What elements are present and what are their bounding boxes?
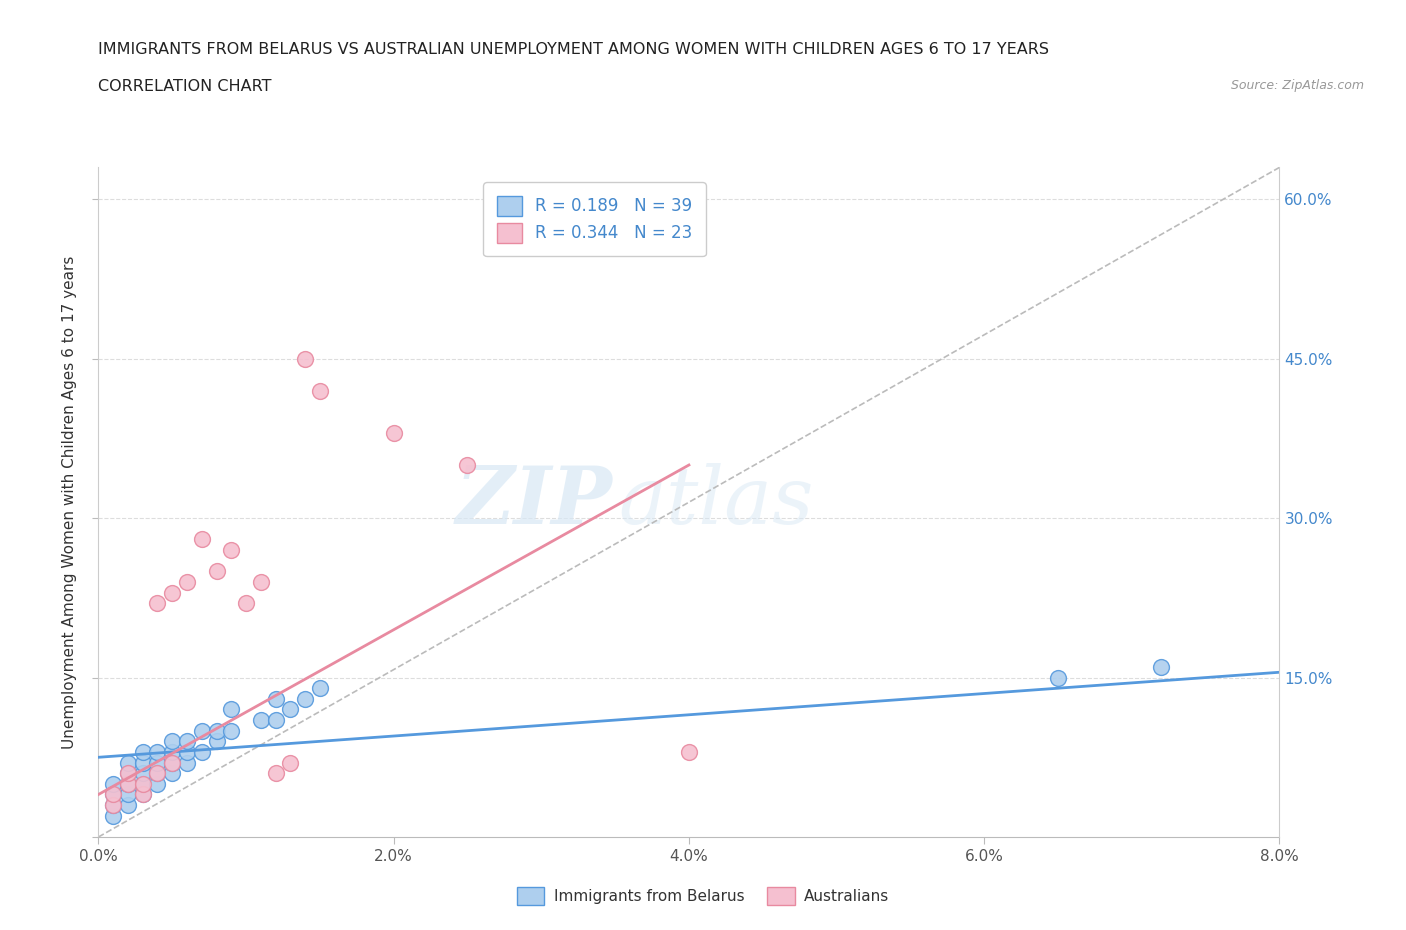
Point (219, 724, 242, 738)
Point (103, 777, 125, 791)
Point (132, 777, 155, 791)
Point (176, 755, 198, 770)
Point (278, 755, 302, 770)
Point (117, 798, 139, 813)
Point (235, 596, 257, 611)
Point (278, 702, 302, 717)
Text: Source: ZipAtlas.com: Source: ZipAtlas.com (1230, 79, 1364, 92)
Point (382, 426, 405, 441)
Y-axis label: Unemployment Among Women with Children Ages 6 to 17 years: Unemployment Among Women with Children A… (62, 256, 77, 749)
Point (456, 458, 478, 472)
Point (205, 724, 228, 738)
Point (132, 745, 155, 760)
Point (103, 798, 125, 813)
Point (1150, 659, 1173, 674)
Point (308, 681, 332, 696)
Text: atlas: atlas (619, 463, 814, 541)
Point (132, 755, 155, 770)
Text: CORRELATION CHART: CORRELATION CHART (98, 79, 271, 94)
Point (191, 532, 214, 547)
Point (117, 765, 139, 780)
Point (162, 755, 183, 770)
Point (205, 564, 228, 578)
Point (146, 596, 169, 611)
Point (294, 691, 316, 706)
Point (250, 575, 273, 590)
Point (294, 352, 316, 366)
Point (103, 798, 125, 813)
Point (103, 808, 125, 823)
Text: ZIP: ZIP (456, 463, 612, 541)
Point (678, 745, 700, 760)
Point (162, 745, 183, 760)
Point (146, 765, 169, 780)
Point (146, 777, 169, 791)
Point (176, 745, 198, 760)
Point (308, 383, 332, 398)
Point (103, 787, 125, 802)
Point (103, 787, 125, 802)
Point (264, 765, 287, 780)
Point (117, 777, 139, 791)
Point (162, 765, 183, 780)
Legend: R = 0.189   N = 39, R = 0.344   N = 23: R = 0.189 N = 39, R = 0.344 N = 23 (484, 182, 706, 257)
Point (250, 712, 273, 727)
Point (219, 702, 242, 717)
Point (132, 787, 155, 802)
Point (162, 585, 183, 600)
Point (132, 787, 155, 802)
Point (176, 734, 198, 749)
Point (146, 745, 169, 760)
Point (132, 777, 155, 791)
Point (162, 755, 183, 770)
Point (146, 765, 169, 780)
Legend: Immigrants from Belarus, Australians: Immigrants from Belarus, Australians (509, 879, 897, 913)
Point (264, 712, 287, 727)
Point (205, 734, 228, 749)
Point (132, 765, 155, 780)
Text: IMMIGRANTS FROM BELARUS VS AUSTRALIAN UNEMPLOYMENT AMONG WOMEN WITH CHILDREN AGE: IMMIGRANTS FROM BELARUS VS AUSTRALIAN UN… (98, 42, 1049, 57)
Point (117, 777, 139, 791)
Point (191, 724, 214, 738)
Point (117, 755, 139, 770)
Point (191, 745, 214, 760)
Point (146, 755, 169, 770)
Point (117, 765, 139, 780)
Point (117, 787, 139, 802)
Point (219, 542, 242, 557)
Point (1046, 671, 1069, 685)
Point (176, 575, 198, 590)
Point (162, 734, 183, 749)
Point (264, 691, 287, 706)
